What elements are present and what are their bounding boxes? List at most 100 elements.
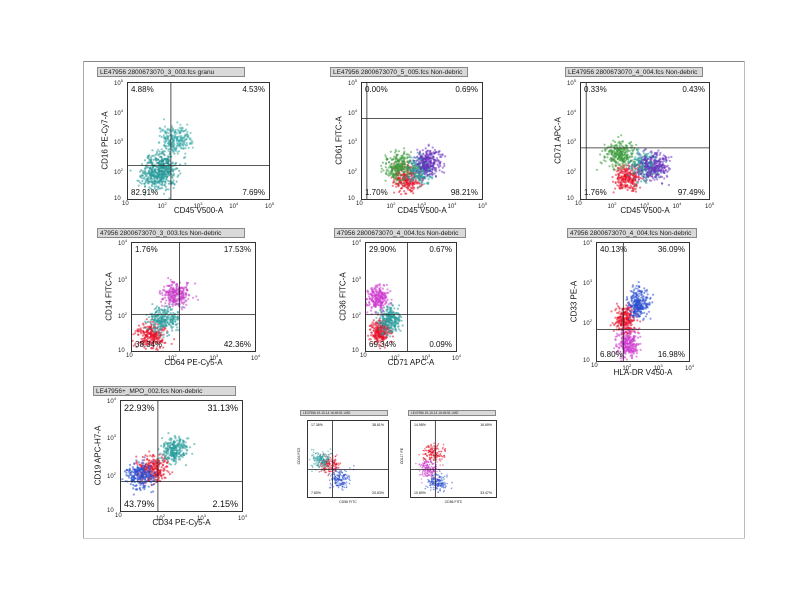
event-point [160, 316, 164, 319]
event-point [627, 186, 630, 189]
event-point [384, 179, 387, 182]
event-point [421, 149, 424, 152]
y-axis-label: CD16 PE-Cy7-A [100, 111, 110, 170]
event-point [636, 150, 639, 153]
event-point [419, 165, 422, 169]
event-point [599, 161, 602, 164]
event-point [443, 171, 446, 174]
event-point [412, 192, 415, 195]
event-point [383, 319, 386, 322]
event-point [630, 169, 633, 172]
event-point [166, 284, 169, 287]
scatter-canvas [597, 243, 689, 361]
event-point [160, 179, 163, 183]
event-point [383, 303, 386, 306]
event-point [433, 148, 436, 152]
event-point [163, 305, 166, 308]
event-point [626, 176, 629, 179]
event-point [637, 158, 641, 161]
event-point [383, 306, 386, 309]
event-point [421, 159, 424, 162]
event-point [652, 163, 655, 166]
event-point [154, 185, 158, 188]
event-point [153, 178, 156, 181]
event-point [633, 162, 637, 165]
event-point [430, 170, 434, 173]
event-point [379, 302, 383, 305]
scatter-population [129, 158, 182, 199]
event-point [184, 147, 187, 150]
scatter-canvas [128, 83, 269, 199]
event-point [394, 323, 397, 326]
event-point [139, 181, 142, 184]
event-point [439, 161, 442, 165]
event-point [385, 156, 388, 159]
event-point [370, 286, 373, 289]
event-point [620, 148, 623, 151]
event-point [619, 181, 622, 184]
event-point [421, 175, 424, 178]
event-point [375, 311, 378, 314]
event-point [659, 151, 662, 154]
event-point [144, 191, 147, 194]
event-point [613, 157, 616, 161]
event-point [378, 291, 381, 294]
event-point [184, 143, 187, 146]
event-point [150, 172, 153, 175]
event-point [160, 176, 163, 179]
event-point [167, 179, 170, 182]
event-point [142, 323, 145, 326]
event-point [171, 322, 175, 325]
event-point [392, 316, 395, 319]
event-point [169, 324, 172, 327]
event-point [647, 175, 650, 178]
event-point [444, 155, 447, 158]
event-point [645, 312, 648, 315]
event-point [609, 149, 612, 152]
event-point [384, 297, 387, 300]
event-point [631, 168, 634, 171]
event-point [642, 159, 645, 162]
quadrant-percent-ur: 0.67% [429, 245, 452, 254]
event-point [158, 134, 161, 137]
event-point [642, 297, 645, 300]
event-point [614, 164, 617, 167]
event-point [176, 121, 179, 124]
event-point [163, 130, 167, 133]
event-point [630, 155, 633, 158]
event-point [667, 166, 670, 170]
event-point [618, 179, 621, 182]
event-point [163, 168, 167, 171]
event-point [160, 161, 163, 164]
event-point [137, 328, 140, 331]
event-point [659, 169, 662, 172]
event-point [647, 166, 650, 170]
event-point [656, 173, 659, 176]
event-point [388, 314, 391, 317]
y-axis-label: CD14 FITC-A [104, 272, 114, 321]
event-point [618, 321, 622, 324]
event-point [170, 342, 173, 345]
quadrant-percent-ul: 4.88% [131, 85, 154, 94]
event-point [649, 317, 652, 320]
x-tick-label: 10 [575, 201, 582, 207]
event-point [377, 312, 380, 315]
event-point [376, 333, 379, 336]
event-point [411, 169, 414, 172]
event-point [191, 146, 194, 149]
event-point [158, 334, 161, 337]
event-point [424, 154, 427, 158]
event-point [617, 172, 620, 175]
event-point [657, 149, 660, 152]
event-point [186, 123, 189, 126]
event-point [368, 301, 371, 304]
event-point [655, 156, 658, 159]
scatter-canvas [366, 243, 456, 351]
event-point [141, 163, 144, 166]
event-point [378, 321, 382, 324]
event-point [177, 328, 180, 332]
event-point [139, 174, 142, 177]
event-point [627, 161, 630, 164]
event-point [400, 193, 403, 196]
event-point [427, 154, 430, 158]
